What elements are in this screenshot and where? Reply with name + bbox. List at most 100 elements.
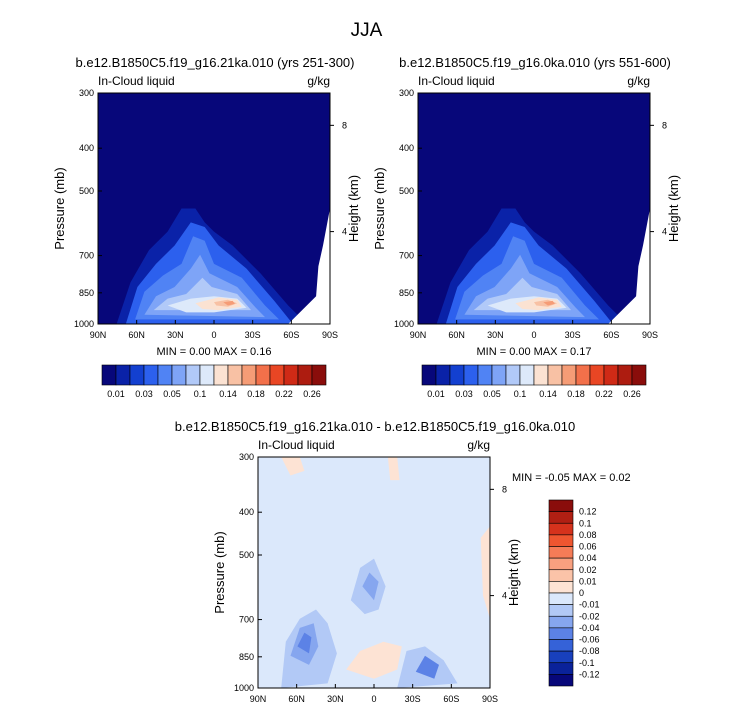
colorbar-swatch <box>213 364 229 386</box>
colorbar-label: -0.01 <box>579 600 600 610</box>
colorbar-swatch <box>548 546 574 559</box>
colorbar-label: 0.01 <box>579 576 597 586</box>
min-max-stats: MIN = 0.00 MAX = 0.16 <box>157 346 272 358</box>
y-tick-label: 400 <box>239 507 254 517</box>
units-label: g/kg <box>307 74 330 88</box>
panel-title: b.e12.B1850C5.f19_g16.0ka.010 (yrs 551-6… <box>399 55 671 70</box>
colorbar-label: -0.12 <box>579 669 600 679</box>
colorbar-swatch <box>548 604 574 617</box>
colorbar-swatch <box>255 364 271 386</box>
colorbar-swatch <box>199 364 215 386</box>
colorbar-label: 0.18 <box>567 389 585 399</box>
x-tick-label: 90S <box>642 330 658 340</box>
x-tick-label: 60N <box>448 330 465 340</box>
y-tick-label: 500 <box>239 550 254 560</box>
colorbar-swatch <box>548 662 574 675</box>
colorbar-label: -0.06 <box>579 635 600 645</box>
colorbar-swatch <box>547 364 563 386</box>
y-tick-label: 500 <box>399 186 414 196</box>
colorbar-label: 0.05 <box>163 389 181 399</box>
y-tick-label: 700 <box>79 251 94 261</box>
colorbar-swatch <box>548 615 574 629</box>
y-right-tick-label: 8 <box>662 120 667 130</box>
colorbar-label: -0.02 <box>579 611 600 621</box>
y-tick-label: 700 <box>239 615 254 625</box>
x-tick-label: 90N <box>250 694 267 704</box>
colorbar-label: 0.12 <box>579 507 597 517</box>
colorbar-swatch <box>505 364 521 386</box>
contour-level <box>223 300 235 306</box>
panel-title: b.e12.B1850C5.f19_g16.21ka.010 (yrs 251-… <box>76 55 355 70</box>
colorbar-swatch <box>101 364 117 386</box>
colorbar-label: 0.04 <box>579 553 597 563</box>
colorbar-swatch <box>171 364 187 386</box>
y-axis-label: Pressure (mb) <box>372 167 387 249</box>
variable-label: In-Cloud liquid <box>258 438 335 452</box>
colorbar-swatch <box>548 557 574 571</box>
x-tick-label: 0 <box>371 694 376 704</box>
colorbar-label: 0.06 <box>579 542 597 552</box>
colorbar-swatch <box>548 511 574 524</box>
colorbar-swatch <box>548 581 574 594</box>
variable-label: In-Cloud liquid <box>98 74 175 88</box>
y-tick-label: 300 <box>239 452 254 462</box>
field-plot-1 <box>98 93 330 324</box>
x-tick-label: 90S <box>482 694 498 704</box>
topography-mask <box>608 208 650 324</box>
colorbar-swatch <box>548 499 574 512</box>
colorbar-swatch <box>548 522 574 536</box>
colorbar-swatch <box>548 650 574 664</box>
colorbar-label: 0.26 <box>303 389 321 399</box>
y-axis-label: Pressure (mb) <box>52 167 67 249</box>
colorbar-label: 0.02 <box>579 565 597 575</box>
colorbar-swatch <box>129 364 145 386</box>
x-tick-label: 30S <box>565 330 581 340</box>
colorbar-swatch <box>143 364 159 386</box>
colorbar-swatch <box>435 364 451 386</box>
y-tick-label: 300 <box>79 88 94 98</box>
x-tick-label: 30N <box>487 330 504 340</box>
colorbar-label: 0.1 <box>514 389 527 399</box>
contour-level <box>387 457 400 481</box>
y-right-axis-label: Height (km) <box>346 175 361 242</box>
contour-level <box>362 572 379 601</box>
colorbar-swatch <box>548 534 574 547</box>
y-tick-label: 850 <box>399 288 414 298</box>
colorbar-label: 0.18 <box>247 389 265 399</box>
y-right-tick-label: 4 <box>662 227 667 237</box>
y-right-axis-label: Height (km) <box>506 539 521 606</box>
y-tick-label: 1000 <box>74 319 94 329</box>
y-right-tick-label: 4 <box>342 227 347 237</box>
y-tick-label: 1000 <box>394 319 414 329</box>
contour-level <box>480 526 490 619</box>
colorbar-swatch <box>227 364 243 386</box>
colorbar-swatch <box>548 569 574 582</box>
x-tick-label: 60S <box>603 330 619 340</box>
min-max-stats: MIN = -0.05 MAX = 0.02 <box>512 472 631 484</box>
colorbar-swatch <box>631 364 647 386</box>
contour-level <box>297 632 312 654</box>
x-tick-label: 0 <box>531 330 536 340</box>
y-tick-label: 850 <box>239 652 254 662</box>
x-tick-label: 0 <box>211 330 216 340</box>
colorbar-swatch <box>115 364 131 386</box>
colorbar-label: 0.22 <box>275 389 293 399</box>
y-right-tick-label: 8 <box>342 120 347 130</box>
colorbar-swatch <box>477 364 493 386</box>
x-tick-label: 60N <box>288 694 305 704</box>
colorbar-swatch <box>421 364 437 386</box>
y-tick-label: 500 <box>79 186 94 196</box>
colorbar-swatch <box>157 364 173 386</box>
colorbar-label: 0.14 <box>219 389 237 399</box>
y-tick-label: 850 <box>79 288 94 298</box>
panel-title: b.e12.B1850C5.f19_g16.21ka.010 - b.e12.B… <box>175 419 575 434</box>
colorbar-swatch <box>548 674 574 687</box>
colorbar-swatch <box>185 364 201 386</box>
colorbar-swatch <box>463 364 479 386</box>
colorbar-swatch <box>311 364 327 386</box>
units-label: g/kg <box>467 438 490 452</box>
contour-level <box>543 300 555 306</box>
colorbar-swatch <box>269 364 285 386</box>
colorbar-swatch <box>297 364 313 386</box>
